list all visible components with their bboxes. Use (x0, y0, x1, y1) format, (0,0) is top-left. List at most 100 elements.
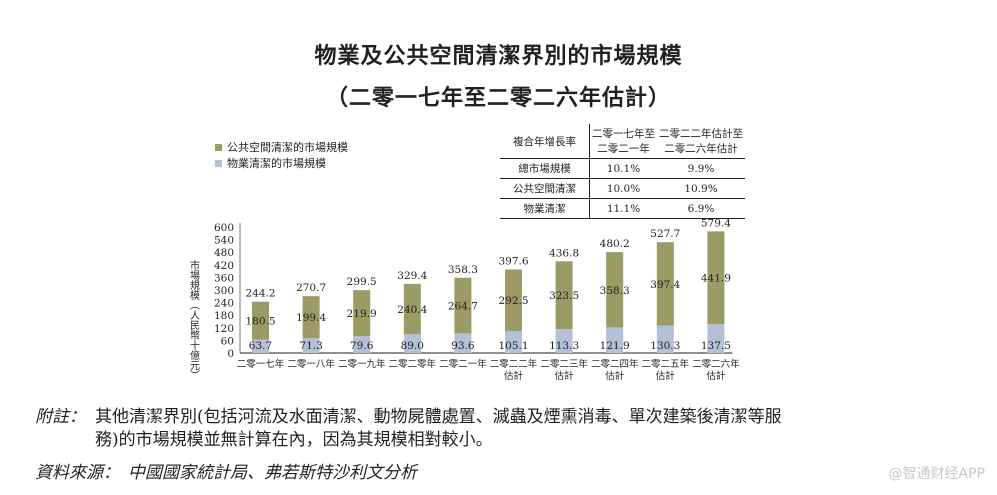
bar-public-space-cleaning (555, 261, 573, 330)
x-tick-label: 估計 (706, 370, 726, 382)
cagr-value: 10.0% (589, 178, 657, 199)
legend-item-public: 公共空間清潔的市場規模 (215, 139, 348, 155)
bar-public-space-cleaning (606, 252, 624, 328)
data-label-property: 105.1 (498, 340, 528, 352)
data-label-total: 329.4 (397, 270, 427, 282)
data-label-public: 199.4 (296, 312, 326, 324)
legend-swatch-property (215, 159, 222, 167)
x-tick-label: 二零二一年 (439, 358, 487, 370)
data-label-public: 441.9 (701, 273, 731, 285)
cagr-table: 複合年增長率 二零一七年至 二零二一年 二零二二年估計至 二零二六年估計 總市場規模… (500, 124, 745, 219)
note-label: 附註： (35, 407, 86, 427)
data-label-total: 397.6 (498, 256, 528, 268)
cagr-row: 總市場規模 10.1% 9.9% (500, 158, 745, 179)
cagr-col1-line2: 二零二一年 (597, 143, 650, 155)
data-label-property: 137.5 (701, 340, 731, 352)
data-label-public: 240.4 (397, 304, 427, 316)
bar-property-cleaning (555, 329, 573, 353)
bar-public-space-cleaning (707, 231, 725, 325)
bar-public-space-cleaning (302, 296, 320, 339)
y-tick-label: 600 (214, 222, 234, 234)
legend-label-public: 公共空間清潔的市場規模 (227, 141, 348, 154)
data-label-public: 292.5 (498, 295, 528, 307)
data-label-total: 480.2 (600, 238, 630, 250)
y-tick-label: 360 (214, 272, 234, 284)
bar-property-cleaning (302, 338, 320, 353)
y-tick-label: 240 (214, 298, 234, 310)
data-label-property: 113.3 (549, 340, 579, 352)
data-label-total: 299.5 (347, 276, 377, 288)
cagr-header-label: 複合年增長率 (500, 124, 590, 159)
x-tick-label: 二零一九年 (338, 358, 386, 370)
bar-public-space-cleaning (454, 277, 472, 334)
bar-property-cleaning (606, 327, 624, 353)
y-tick-label: 300 (214, 285, 234, 297)
cagr-col1-header: 二零一七年至 二零二一年 (590, 124, 658, 159)
source-label: 資料來源： (35, 463, 120, 483)
bar-public-space-cleaning (353, 290, 371, 337)
data-label-property: 71.3 (299, 340, 322, 352)
cagr-value: 10.1% (589, 158, 657, 179)
legend-label-property: 物業清潔的市場規模 (227, 157, 326, 170)
data-label-total: 270.7 (296, 282, 326, 294)
cagr-row: 公共空間清潔 10.0% 10.9% (500, 178, 745, 199)
cagr-value: 9.9% (657, 158, 745, 179)
y-tick-label: 120 (214, 323, 234, 335)
data-label-total: 579.4 (701, 217, 731, 229)
bar-public-space-cleaning (505, 269, 522, 331)
data-label-property: 63.7 (249, 340, 272, 352)
cagr-col2-line1: 二零二二年估計至 (659, 128, 743, 140)
x-tick-label: 估計 (555, 370, 575, 382)
cagr-value: 11.1% (589, 198, 657, 219)
x-tick-label: 二零二零年 (389, 358, 437, 370)
bar-property-cleaning (505, 330, 522, 353)
bar-public-space-cleaning (252, 301, 269, 340)
data-label-property: 89.0 (401, 340, 424, 352)
data-label-public: 358.3 (600, 285, 630, 297)
x-tick-label: 二零二二年 (490, 358, 538, 370)
x-tick-label: 二零二五年 (642, 358, 690, 370)
legend-swatch-public (215, 143, 222, 151)
y-tick-label: 0 (227, 348, 234, 360)
bar-property-cleaning (656, 325, 674, 353)
y-tick-label: 480 (214, 247, 234, 259)
data-label-public: 264.7 (448, 301, 478, 313)
bar-property-cleaning (454, 333, 472, 353)
data-label-total: 244.2 (245, 288, 275, 300)
y-axis-label: 市場規模（人民幣十億元） (188, 259, 200, 380)
cagr-value: 6.9% (657, 198, 745, 219)
chart-title: 物業及公共空間清潔界別的市場規模 (314, 43, 683, 69)
x-tick-label: 二零二四年 (591, 358, 639, 370)
x-tick-label: 二零一七年 (237, 358, 285, 370)
data-label-total: 436.8 (549, 247, 579, 259)
bar-property-cleaning (403, 334, 421, 353)
cagr-row-label: 物業清潔 (500, 198, 590, 219)
note-text-line1: 其他清潔界別(包括河流及水面清潔、動物屍體處置、滅蟲及煙熏消毒、單次建築後清潔等… (95, 407, 782, 427)
y-tick-label: 60 (221, 335, 234, 347)
cagr-row-label: 公共空間清潔 (500, 178, 590, 199)
data-label-public: 219.9 (347, 308, 377, 320)
data-label-property: 93.6 (451, 340, 475, 352)
cagr-col2-header: 二零二二年估計至 二零二六年估計 (657, 124, 745, 159)
data-label-total: 527.7 (650, 228, 680, 240)
y-tick-label: 420 (214, 260, 234, 272)
x-tick-label: 估計 (504, 370, 524, 382)
x-tick-label: 二零一八年 (287, 358, 335, 370)
data-label-public: 323.5 (549, 290, 579, 302)
cagr-col1-line1: 二零一七年至 (592, 128, 655, 140)
data-label-public: 180.5 (245, 316, 275, 328)
data-label-property: 121.9 (600, 340, 630, 352)
bar-property-cleaning (252, 339, 269, 353)
data-label-property: 79.6 (350, 340, 374, 352)
x-tick-label: 二零二三年 (540, 358, 588, 370)
cagr-value: 10.9% (657, 178, 745, 199)
data-label-property: 130.3 (650, 340, 680, 352)
y-tick-label: 540 (214, 235, 234, 247)
bar-public-space-cleaning (656, 242, 674, 326)
data-label-total: 358.3 (448, 264, 478, 276)
source-text: 中國國家統計局、弗若斯特沙利文分析 (128, 463, 417, 483)
chart-subtitle: （二零一七年至二零二六年估計） (325, 85, 671, 111)
bar-property-cleaning (707, 324, 725, 353)
cagr-row-label: 總市場規模 (500, 158, 590, 179)
